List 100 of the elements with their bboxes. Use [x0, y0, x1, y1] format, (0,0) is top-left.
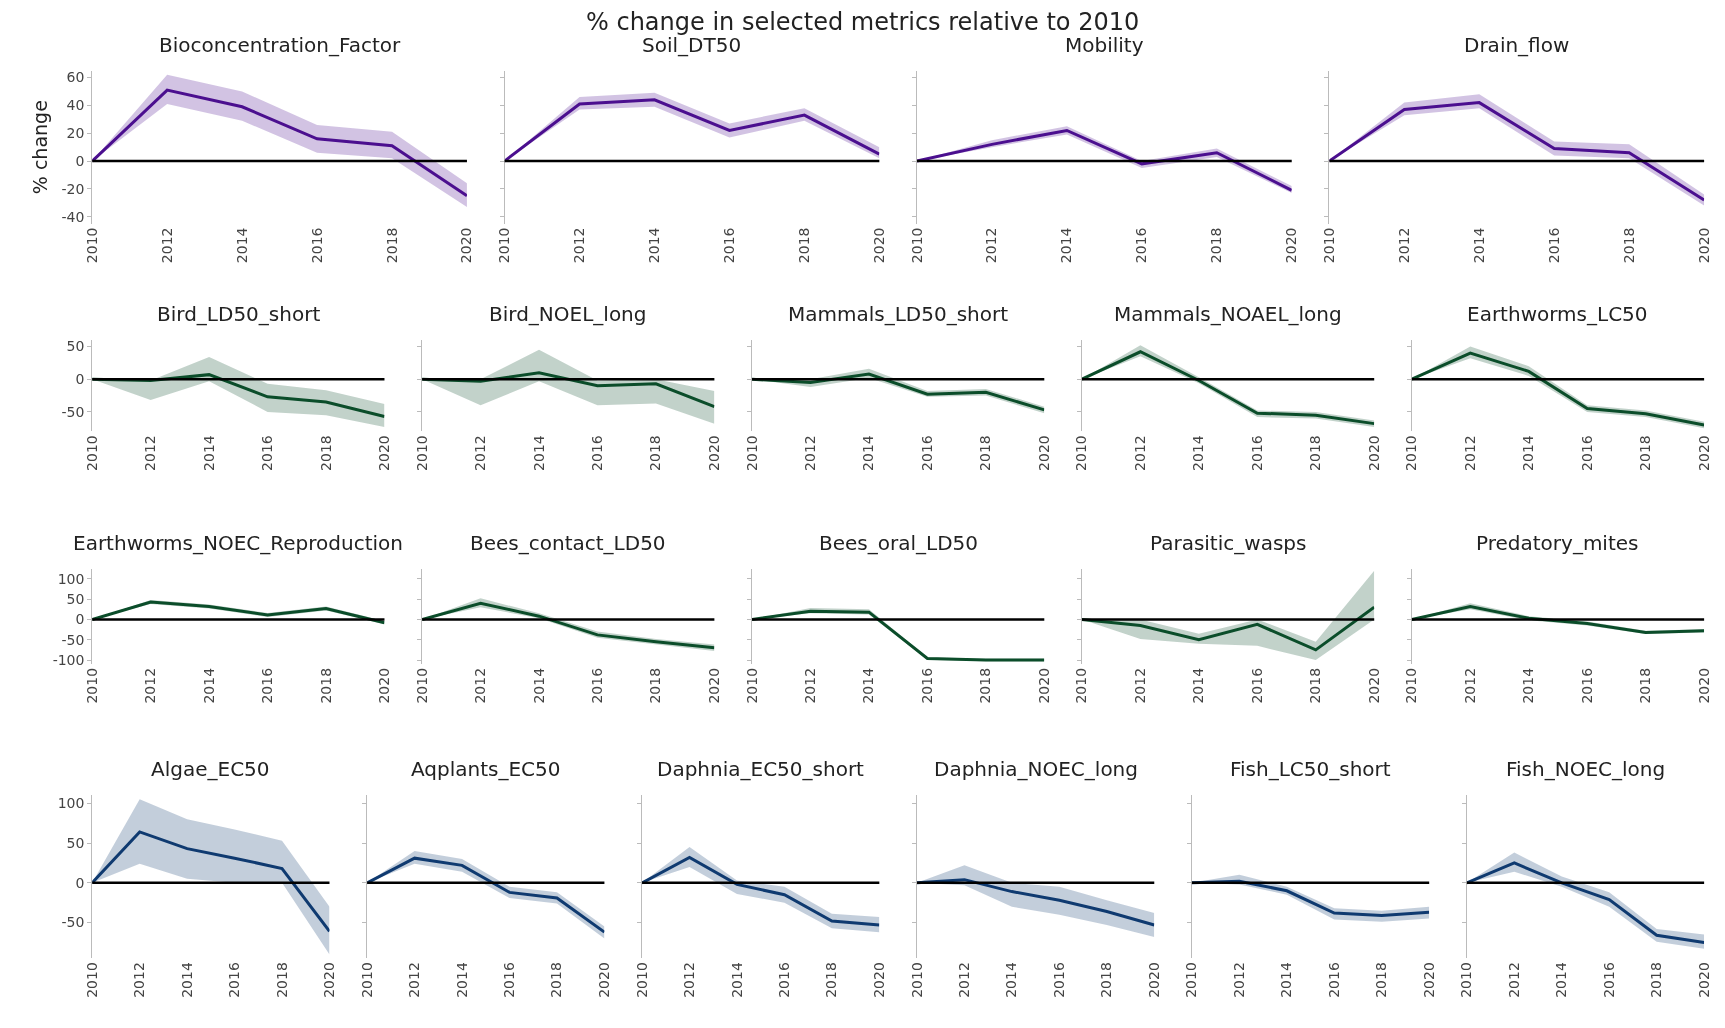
x-tick-label: 2020	[321, 962, 338, 998]
y-tick-label: 0	[75, 371, 85, 388]
chart-title: Earthworms_NOEC_Reproduction	[73, 531, 403, 555]
x-tick-label: 2014	[1190, 667, 1207, 704]
x-tick-label: 2018	[823, 962, 840, 998]
x-tick-label: 2012	[131, 962, 148, 998]
x-tick-label: 2010	[1183, 962, 1200, 998]
x-tick-label: 2014	[646, 227, 663, 264]
chart-title: Algae_EC50	[151, 757, 270, 781]
x-tick-label: 2014	[233, 227, 250, 264]
x-tick-label: 2012	[142, 435, 159, 471]
x-tick-label: 2020	[705, 435, 722, 471]
x-tick-label: 2014	[1520, 435, 1537, 471]
x-tick-label: 2010	[743, 667, 760, 704]
x-tick-label: 2020	[1695, 435, 1712, 471]
x-tick-label: 2020	[595, 962, 612, 998]
x-tick-label: 2012	[681, 962, 698, 998]
chart-title: Fish_LC50_short	[1230, 757, 1391, 781]
y-tick-label: -50	[61, 631, 85, 648]
x-tick-label: 2016	[1050, 962, 1067, 998]
chart-title: Bees_contact_LD50	[470, 531, 666, 555]
y-tick-label: 100	[57, 570, 85, 587]
x-tick-label: 2012	[956, 962, 972, 998]
x-tick-label: 2012	[406, 962, 423, 998]
x-tick-label: 2018	[795, 227, 812, 264]
x-tick-label: 2020	[870, 962, 887, 998]
x-tick-label: 2020	[1420, 962, 1437, 998]
x-tick-label: 2010	[908, 227, 925, 264]
x-tick-label: 2012	[983, 227, 1000, 264]
x-tick-label: 2020	[1695, 227, 1712, 264]
x-tick-label: 2016	[226, 962, 243, 998]
x-tick-label: 2010	[1403, 435, 1420, 471]
x-tick-label: 2016	[259, 435, 276, 471]
x-tick-label: 2010	[83, 667, 100, 704]
x-tick-label: 2010	[743, 435, 760, 471]
y-tick-label: 0	[75, 152, 85, 169]
x-tick-label: 2014	[1058, 227, 1075, 264]
x-tick-label: 2016	[589, 435, 606, 471]
y-tick-label: -20	[61, 180, 85, 197]
x-tick-label: 2010	[1073, 667, 1090, 704]
x-tick-label: 2016	[1325, 962, 1342, 998]
x-tick-label: 2018	[1648, 962, 1665, 998]
x-tick-label: 2014	[1003, 962, 1020, 998]
x-tick-label: 2016	[1578, 435, 1595, 471]
y-tick-label: 0	[75, 611, 85, 628]
x-tick-label: 2014	[728, 962, 745, 998]
x-tick-label: 2018	[1307, 435, 1324, 471]
y-tick-label: 60	[66, 69, 85, 86]
x-tick-label: 2010	[908, 962, 925, 998]
chart-title: Bioconcentration_Factor	[159, 33, 402, 57]
x-tick-label: 2016	[1248, 667, 1265, 704]
chart-title: Drain_flow	[1464, 33, 1570, 57]
x-tick-label: 2016	[918, 435, 935, 471]
x-tick-label: 2020	[1365, 667, 1382, 704]
x-tick-label: 2010	[633, 962, 650, 998]
x-tick-label: 2020	[376, 435, 393, 471]
x-tick-label: 2018	[1373, 962, 1390, 998]
x-tick-label: 2018	[317, 667, 334, 704]
chart-title: Aqplants_EC50	[411, 757, 561, 781]
x-tick-label: 2018	[1620, 227, 1637, 264]
x-tick-label: 2016	[1133, 227, 1150, 264]
x-tick-label: 2010	[1073, 435, 1090, 471]
x-tick-label: 2016	[1600, 962, 1617, 998]
text: % change in selected metrics relative to 2010	[586, 8, 1140, 36]
x-tick-label: 2018	[1208, 227, 1225, 264]
x-tick-label: 2018	[317, 435, 334, 471]
x-tick-label: 2020	[1365, 435, 1382, 471]
x-tick-label: 2016	[918, 667, 935, 704]
x-tick-label: 2012	[1230, 962, 1247, 998]
chart-title: Bees_oral_LD50	[819, 531, 979, 555]
x-tick-label: 2010	[413, 667, 430, 704]
x-tick-label: 2012	[472, 435, 489, 471]
chart-title: Daphnia_NOEC_long	[934, 757, 1138, 781]
y-tick-label: -100	[52, 651, 85, 668]
x-tick-label: 2018	[383, 227, 400, 264]
x-tick-label: 2020	[376, 667, 393, 704]
x-tick-label: 2016	[1578, 667, 1595, 704]
x-tick-label: 2012	[802, 435, 819, 471]
x-tick-label: 2016	[501, 962, 518, 998]
y-tick-label: -50	[61, 914, 85, 931]
x-tick-label: 2014	[860, 435, 877, 471]
x-tick-label: 2012	[1461, 667, 1478, 704]
x-tick-label: 2016	[1545, 227, 1562, 264]
y-tick-label: 100	[57, 795, 85, 812]
x-tick-label: 2010	[1403, 667, 1420, 704]
x-tick-label: 2010	[1458, 962, 1475, 998]
chart-title: Mammals_LD50_short	[788, 302, 1009, 326]
x-tick-label: 2020	[1695, 667, 1712, 704]
x-tick-label: 2014	[178, 962, 195, 998]
x-tick-label: 2020	[1695, 962, 1712, 998]
x-tick-label: 2018	[647, 667, 664, 704]
x-tick-label: 2020	[458, 227, 475, 264]
x-tick-label: 2014	[1520, 667, 1537, 704]
x-tick-label: 2018	[1307, 667, 1324, 704]
x-tick-label: 2020	[1035, 667, 1052, 704]
chart-title: Mobility	[1065, 33, 1144, 57]
y-tick-label: -50	[61, 403, 85, 420]
x-tick-label: 2010	[83, 435, 100, 471]
x-tick-label: 2014	[530, 667, 547, 704]
chart-title: Earthworms_LC50	[1467, 302, 1648, 326]
